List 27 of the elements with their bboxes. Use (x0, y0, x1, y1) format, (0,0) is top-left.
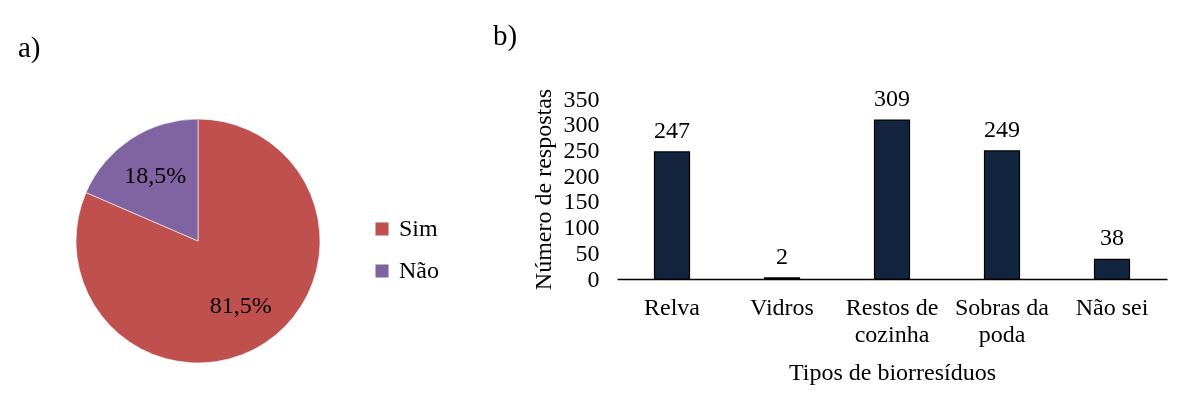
data-label: 249 (984, 115, 1020, 142)
pie-slice (75, 118, 321, 364)
data-label: 81,5% (209, 292, 272, 319)
y-tick-label: 100 (563, 214, 600, 241)
y-tick-label: 50 (575, 239, 600, 266)
data-label: 2 (776, 242, 788, 269)
y-axis-title: Número de respostas (529, 88, 556, 291)
chart-title: b) (493, 19, 518, 52)
y-tick-label: 300 (563, 111, 600, 138)
y-tick-label: 350 (563, 85, 600, 112)
legend-label: Sim (399, 215, 439, 241)
x-tick-label: Relva (644, 293, 701, 320)
data-label: 18,5% (124, 161, 187, 188)
y-tick-label: 200 (563, 162, 600, 189)
x-tick-label: Não sei (1075, 293, 1149, 320)
chart-title: a) (18, 31, 41, 64)
data-label: 309 (874, 85, 910, 112)
y-tick-label: 250 (563, 136, 600, 163)
legend-label: Não (399, 257, 439, 283)
data-label: 247 (654, 116, 690, 143)
x-tick-label: Restos de cozinha (845, 293, 939, 347)
x-axis-title: Tipos de biorresíduos (788, 358, 997, 385)
data-label: 38 (1100, 224, 1124, 251)
y-tick-label: 150 (563, 188, 600, 215)
y-tick-label: 0 (587, 265, 600, 292)
x-tick-label: Sobras da poda (955, 293, 1050, 347)
x-tick-label: Vidros (750, 293, 814, 320)
